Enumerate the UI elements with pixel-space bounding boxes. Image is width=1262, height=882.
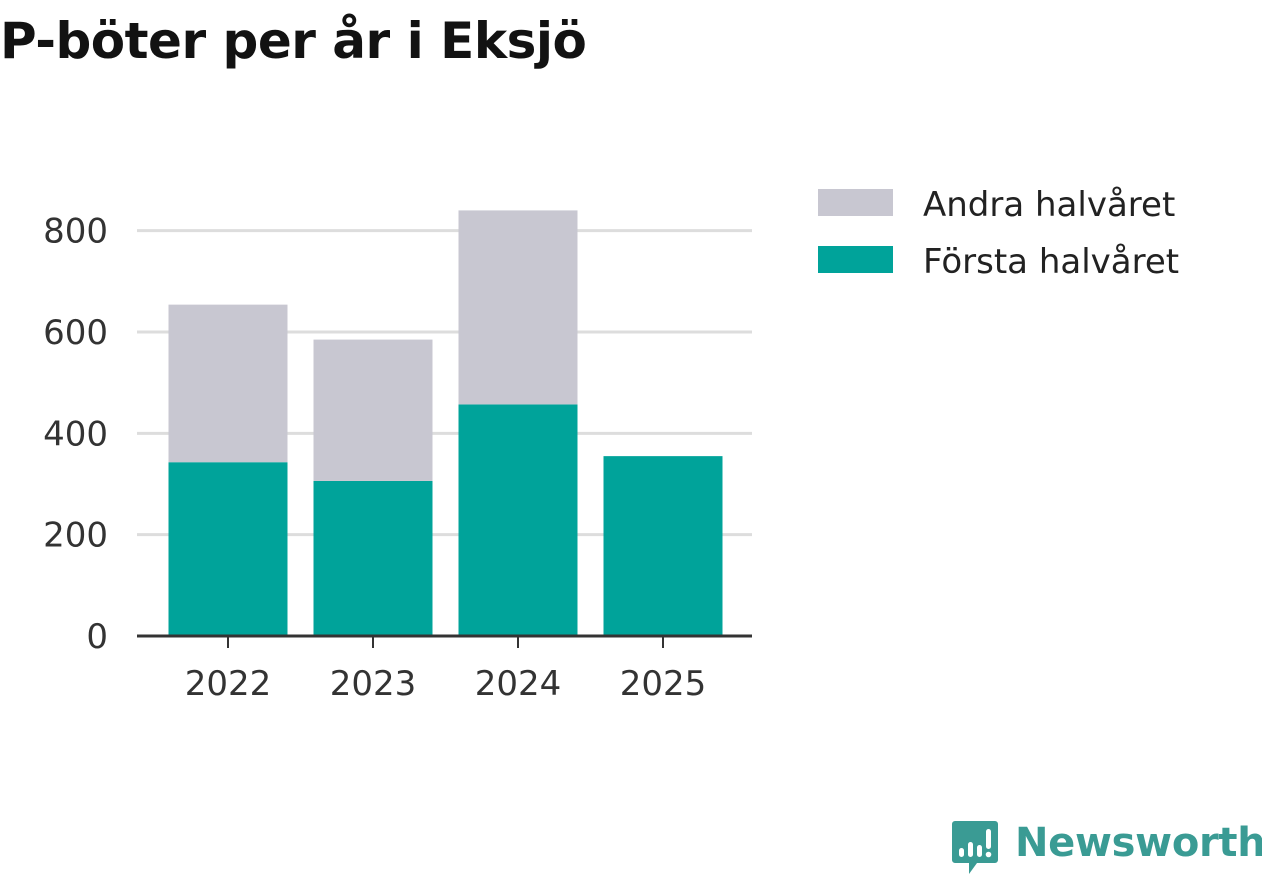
legend: Andra halvåret Första halvåret (818, 185, 1179, 282)
legend-swatch-forsta (818, 246, 893, 273)
legend-label-forsta: Första halvåret (923, 242, 1179, 282)
brand-logo: Newsworthy (951, 818, 1262, 882)
brand-name: Newsworthy (1015, 820, 1262, 866)
bar-andra-2024 (458, 210, 578, 405)
bar-forsta-2025 (603, 456, 723, 636)
chart-title: P-böter per år i Eksjö (0, 12, 587, 70)
newsworthy-logo-icon (952, 821, 998, 874)
bars (168, 210, 723, 636)
bar-andra-2022 (168, 304, 288, 463)
y-tick-label: 200 (43, 516, 108, 556)
y-tick-label: 0 (86, 617, 108, 657)
legend-swatch-andra (818, 189, 893, 216)
bar-forsta-2022 (168, 462, 288, 636)
legend-label-andra: Andra halvåret (923, 185, 1175, 225)
x-tick-label: 2024 (475, 664, 562, 704)
y-tick-label: 400 (43, 414, 108, 454)
bar-forsta-2023 (313, 480, 433, 636)
x-tick-label: 2022 (185, 664, 272, 704)
x-tick-label: 2023 (330, 664, 417, 704)
y-tick-label: 800 (43, 212, 108, 252)
x-tick-label: 2025 (620, 664, 707, 704)
axes: 0 200 400 600 800 2022 2023 2024 2025 (43, 212, 752, 704)
bar-andra-2023 (313, 339, 433, 481)
y-tick-label: 600 (43, 313, 108, 353)
bar-forsta-2024 (458, 404, 578, 636)
